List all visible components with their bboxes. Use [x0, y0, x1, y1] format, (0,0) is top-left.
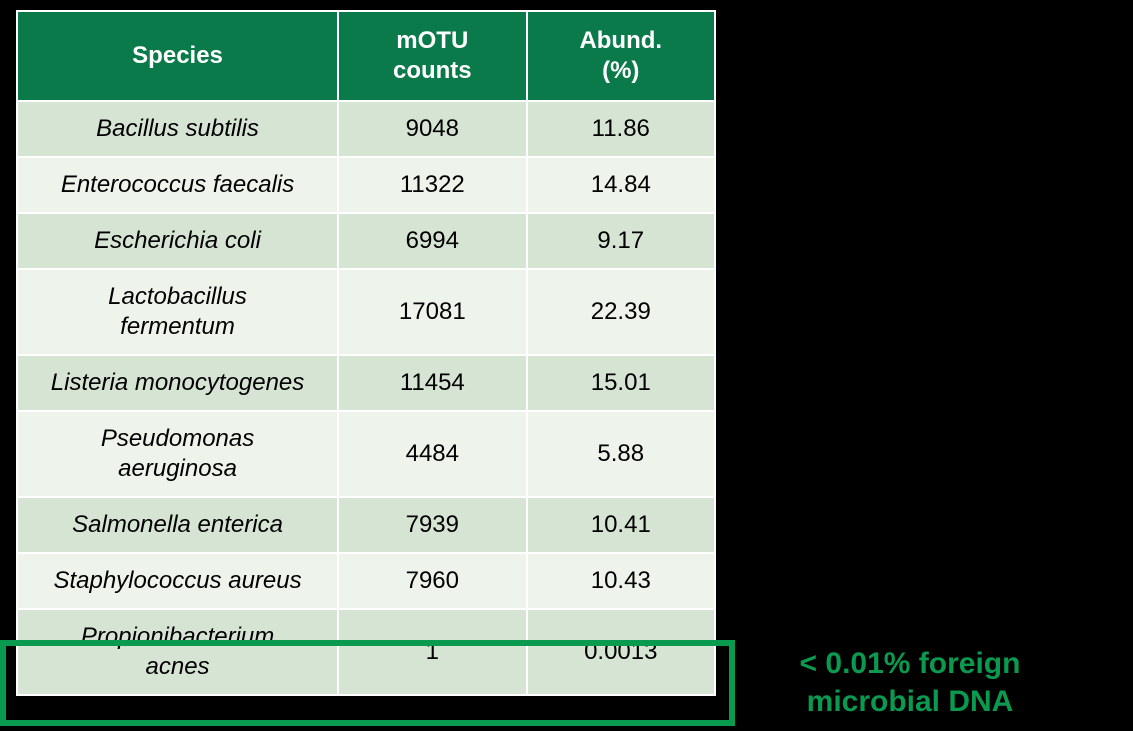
cell-abund: 9.17: [527, 213, 715, 269]
cell-species: Propionibacteriumacnes: [17, 609, 338, 695]
cell-species: Enterococcus faecalis: [17, 157, 338, 213]
table-row: Enterococcus faecalis 11322 14.84: [17, 157, 715, 213]
col-header-counts: mOTUcounts: [338, 11, 526, 101]
cell-counts: 9048: [338, 101, 526, 157]
cell-abund: 10.41: [527, 497, 715, 553]
cell-abund: 22.39: [527, 269, 715, 355]
cell-counts: 17081: [338, 269, 526, 355]
cell-counts: 4484: [338, 411, 526, 497]
table-row: Salmonella enterica 7939 10.41: [17, 497, 715, 553]
table-row: Staphylococcus aureus 7960 10.43: [17, 553, 715, 609]
col-header-species: Species: [17, 11, 338, 101]
table-row: Escherichia coli 6994 9.17: [17, 213, 715, 269]
table-head: Species mOTUcounts Abund.(%): [17, 11, 715, 101]
cell-abund: 5.88: [527, 411, 715, 497]
cell-counts: 1: [338, 609, 526, 695]
cell-abund: 14.84: [527, 157, 715, 213]
table-row: Pseudomonasaeruginosa 4484 5.88: [17, 411, 715, 497]
cell-counts: 11322: [338, 157, 526, 213]
cell-abund: 0.0013: [527, 609, 715, 695]
table-header-row: Species mOTUcounts Abund.(%): [17, 11, 715, 101]
table-row: Lactobacillusfermentum 17081 22.39: [17, 269, 715, 355]
cell-abund: 15.01: [527, 355, 715, 411]
table-body: Bacillus subtilis 9048 11.86 Enterococcu…: [17, 101, 715, 695]
table-row: Bacillus subtilis 9048 11.86: [17, 101, 715, 157]
cell-species: Staphylococcus aureus: [17, 553, 338, 609]
cell-counts: 7960: [338, 553, 526, 609]
species-table: Species mOTUcounts Abund.(%) Bacillus su…: [16, 10, 716, 696]
cell-counts: 7939: [338, 497, 526, 553]
cell-species: Bacillus subtilis: [17, 101, 338, 157]
cell-species: Lactobacillusfermentum: [17, 269, 338, 355]
cell-abund: 10.43: [527, 553, 715, 609]
cell-species: Escherichia coli: [17, 213, 338, 269]
cell-species: Pseudomonasaeruginosa: [17, 411, 338, 497]
annotation-text: < 0.01% foreignmicrobial DNA: [745, 645, 1075, 720]
col-header-abund: Abund.(%): [527, 11, 715, 101]
table-row-highlighted: Propionibacteriumacnes 1 0.0013: [17, 609, 715, 695]
cell-species: Listeria monocytogenes: [17, 355, 338, 411]
cell-species: Salmonella enterica: [17, 497, 338, 553]
table-row: Listeria monocytogenes 11454 15.01: [17, 355, 715, 411]
cell-counts: 6994: [338, 213, 526, 269]
species-table-container: Species mOTUcounts Abund.(%) Bacillus su…: [16, 10, 716, 696]
cell-counts: 11454: [338, 355, 526, 411]
cell-abund: 11.86: [527, 101, 715, 157]
